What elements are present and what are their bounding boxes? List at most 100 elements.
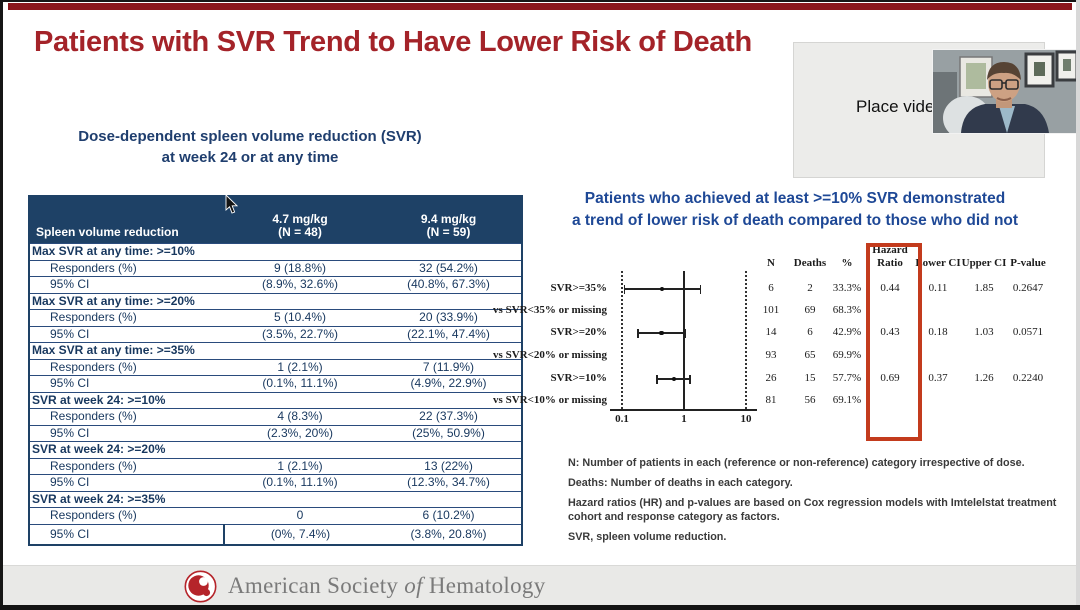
forest-plot-heading-line2: a trend of lower risk of death compared … [571, 212, 1019, 229]
presenter-webcam-video [933, 50, 1078, 133]
table-section-row: Max SVR at any time: >=10% [29, 243, 522, 260]
forest-error-bar-cap [623, 284, 626, 294]
table-cell: 7 (11.9%) [376, 358, 522, 376]
mouse-cursor [225, 195, 238, 214]
table-cell: Responders (%) [29, 358, 224, 376]
forest-column-header: Upper CI [961, 257, 1007, 269]
footer-org-post: Hematology [422, 573, 546, 598]
table-row: Responders (%) 4 (8.3%) 22 (37.3%) [29, 408, 522, 425]
forest-error-bar-cap [637, 328, 639, 338]
ash-logo-icon [184, 570, 217, 603]
table-header: Spleen volume reduction 4.7 mg/kg (N = 48)… [29, 196, 522, 244]
right-border [1076, 0, 1080, 610]
bottom-border [0, 605, 1080, 610]
table-cell: Responders (%) [29, 457, 224, 475]
forest-cell: 0.2240 [1012, 372, 1044, 384]
table-cell: 95% CI [29, 474, 224, 491]
table-section-label: Max SVR at any time: >=35% [29, 342, 522, 359]
table-section-row: SVR at week 24: >=20% [29, 441, 522, 458]
forest-cell: 33.3% [832, 282, 862, 294]
table-cell: 1 (2.1%) [224, 457, 376, 475]
table-row: Responders (%) 0 6 (10.2%) [29, 507, 522, 524]
table-cell: (0.1%, 11.1%) [224, 474, 376, 491]
forest-point-estimate [659, 286, 665, 292]
forest-error-bar-cap [656, 374, 658, 384]
hazard-ratio-highlight-box [866, 243, 922, 441]
table-row: 95% CI (0.1%, 11.1%) (4.9%, 22.9%) [29, 375, 522, 392]
table-cell: 0 [224, 507, 376, 524]
forest-cell: 1.85 [974, 282, 994, 294]
page-title: Patients with SVR Trend to Have Lower Ri… [34, 26, 752, 58]
table-cell: 95% CI [29, 276, 224, 293]
table-row: 95% CI (0%, 7.4%) (3.8%, 20.8%) [29, 523, 522, 545]
table-row: 95% CI (2.3%, 20%) (25%, 50.9%) [29, 424, 522, 442]
forest-cell: 69.1% [832, 394, 862, 406]
table-section-row: Max SVR at any time: >=35% [29, 342, 522, 359]
table-section-row: SVR at week 24: >=10% [29, 391, 522, 409]
table-row: Responders (%) 5 (10.4%) 20 (33.9%) [29, 309, 522, 326]
footnote: Deaths: Number of deaths in each categor… [568, 477, 793, 489]
axis-gridline-dotted [621, 271, 623, 409]
forest-cell: 81 [765, 394, 777, 406]
forest-cell: 1.03 [974, 326, 994, 338]
forest-cell: 68.3% [832, 304, 862, 316]
table-header-cell: Spleen volume reduction [29, 196, 224, 244]
footnote: N: Number of patients in each (reference… [568, 457, 1025, 469]
table-cell: 1 (2.1%) [224, 358, 376, 376]
table-row: 95% CI (3.5%, 22.7%) (22.1%, 47.4%) [29, 325, 522, 343]
table-cell: 9 (18.8%) [224, 259, 376, 277]
forest-cell: 69.9% [832, 349, 862, 361]
presenter-glasses [989, 79, 1003, 90]
forest-cell: 93 [765, 349, 777, 361]
table-cell: 95% CI [29, 325, 224, 343]
table-title: Dose-dependent spleen volume reduction (… [40, 126, 460, 168]
table-body: Max SVR at any time: >=10% Responders (%)… [29, 243, 522, 545]
table-cell: (4.9%, 22.9%) [376, 375, 522, 392]
table-section-label: Max SVR at any time: >=20% [29, 292, 522, 310]
table-title-line1: Dose-dependent spleen volume reduction (… [78, 128, 422, 145]
table-cell: (0.1%, 11.1%) [224, 375, 376, 392]
forest-error-bar [637, 332, 685, 334]
left-border [0, 0, 3, 610]
forest-cell: 1.26 [974, 372, 994, 384]
footnotes: N: Number of patients in each (reference… [568, 456, 1073, 550]
forest-error-bar-cap [684, 328, 686, 338]
table-cell: 95% CI [29, 523, 225, 545]
table-cell: Responders (%) [29, 408, 224, 425]
table-cell: Responders (%) [29, 507, 224, 524]
table-section-label: SVR at week 24: >=35% [29, 490, 522, 508]
table-row: Responders (%) 1 (2.1%) 7 (11.9%) [29, 358, 522, 376]
x-axis-tick-label: 0.1 [615, 413, 629, 425]
table-cell: (8.9%, 32.6%) [224, 276, 376, 293]
table-cell: 32 (54.2%) [376, 259, 522, 277]
forest-cell: 101 [762, 304, 780, 316]
x-axis-tick-label: 10 [740, 413, 752, 425]
reference-line [683, 271, 685, 409]
table-section-label: Max SVR at any time: >=10% [29, 243, 522, 260]
footnote: SVR, spleen volume reduction. [568, 531, 727, 543]
forest-point-estimate [658, 330, 664, 336]
x-axis-tick-label: 1 [681, 413, 687, 425]
table-cell: (0%, 7.4%) [224, 523, 376, 545]
table-cell: 13 (22%) [376, 457, 522, 475]
axis-gridline-dotted [745, 271, 747, 409]
table-cell: 95% CI [29, 424, 224, 442]
table-cell: (25%, 50.9%) [376, 424, 522, 442]
forest-cell: 57.7% [832, 372, 862, 384]
table-section-row: Max SVR at any time: >=20% [29, 292, 522, 310]
footer-org-pre: American Society [228, 573, 405, 598]
table-header-cell: 4.7 mg/kg (N = 48) [224, 196, 376, 244]
table-cell: (12.3%, 34.7%) [376, 474, 522, 491]
table-header-cell: 9.4 mg/kg (N = 59) [376, 196, 522, 244]
table-cell: (3.5%, 22.7%) [224, 325, 376, 343]
table-cell: (22.1%, 47.4%) [376, 325, 522, 343]
x-axis [610, 409, 757, 411]
forest-error-bar-cap [689, 374, 691, 384]
table-row: Responders (%) 1 (2.1%) 13 (22%) [29, 457, 522, 475]
forest-error-bar [657, 378, 691, 380]
table-cell: (40.8%, 67.3%) [376, 276, 522, 293]
footer-org-of: of [404, 573, 423, 598]
forest-cell: 2 [807, 282, 813, 294]
forest-cell: 6 [807, 326, 813, 338]
